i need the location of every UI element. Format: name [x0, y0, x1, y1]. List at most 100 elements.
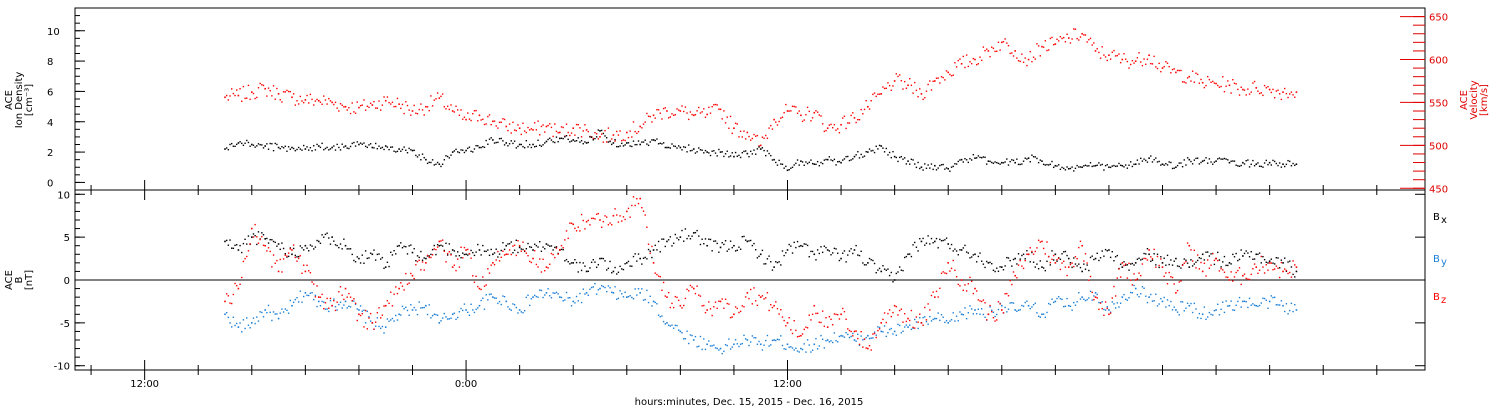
bx-point-fill: [969, 257, 971, 259]
bz-point-fill: [669, 306, 672, 309]
bx-point-fill: [1138, 257, 1140, 259]
density-point-fill: [281, 145, 283, 148]
by-point-fill: [940, 314, 943, 316]
bx-point-fill: [768, 255, 770, 257]
density-point-fill: [513, 140, 516, 142]
density-point-fill: [724, 153, 727, 155]
bx-point-fill: [493, 252, 496, 254]
by-point-fill: [632, 298, 635, 300]
density-point-fill: [302, 144, 305, 147]
density-point-fill: [688, 144, 690, 146]
bx-point-fill: [515, 239, 517, 242]
bx-point-fill: [577, 271, 579, 273]
by-point-fill: [642, 299, 645, 301]
by-point-fill: [406, 309, 409, 312]
bx-point: [317, 240, 320, 243]
bx-point-fill: [962, 247, 964, 249]
by-point-fill: [850, 335, 852, 338]
by-point: [411, 309, 414, 311]
bx-point-fill: [500, 249, 502, 252]
bz-point-fill: [1270, 262, 1273, 264]
bx-point-fill: [1119, 263, 1122, 265]
density-point-fill: [676, 147, 678, 149]
velocity-point-fill: [980, 59, 983, 62]
density-point-fill: [909, 163, 911, 165]
bz-point-fill: [493, 263, 496, 266]
bz-point-fill: [788, 316, 790, 319]
density-point-fill: [855, 154, 857, 156]
by-point-fill: [470, 303, 472, 305]
bz-point-fill: [525, 252, 528, 254]
bz-point-fill: [937, 296, 939, 298]
bx-point-fill: [289, 247, 291, 249]
by-point-fill: [644, 298, 646, 301]
bz-point-fill: [723, 307, 725, 309]
by-point-fill: [1285, 303, 1288, 305]
bz-point-fill: [1017, 264, 1020, 266]
bz-point-fill: [254, 223, 256, 226]
density-point-fill: [659, 142, 661, 145]
bx-point-fill: [975, 261, 978, 263]
density-point-fill: [296, 148, 298, 151]
density-point: [559, 137, 561, 140]
by-point-fill: [661, 315, 663, 317]
density-point-fill: [965, 159, 968, 161]
bx-point-fill: [689, 238, 692, 240]
bx-point: [1161, 262, 1164, 264]
bx-point: [1282, 262, 1284, 264]
density-point-fill: [595, 136, 598, 138]
bx-point-fill: [980, 260, 983, 262]
by-point-fill: [587, 294, 589, 296]
by-point-fill: [1078, 291, 1080, 294]
velocity-point-fill: [860, 108, 862, 111]
bx-point-fill: [729, 240, 732, 242]
bz-point-fill: [1004, 293, 1006, 295]
bx-point-fill: [1089, 256, 1092, 259]
density-point-fill: [267, 148, 270, 150]
bx-point-fill: [323, 236, 325, 238]
by-point-fill: [542, 296, 544, 299]
density-point-fill: [1160, 164, 1162, 166]
density-point-fill: [401, 148, 404, 151]
bz-point-fill: [696, 285, 698, 287]
by-point-fill: [765, 339, 767, 342]
density-point-fill: [1238, 165, 1241, 168]
by-point: [1295, 309, 1298, 311]
density-point-fill: [580, 140, 583, 142]
velocity-point-fill: [393, 105, 395, 108]
bz-point-fill: [999, 303, 1001, 305]
velocity-point: [733, 127, 735, 129]
bx-point-fill: [676, 237, 678, 239]
velocity-point-fill: [570, 132, 573, 134]
velocity-point-fill: [888, 84, 891, 87]
bx-point-fill: [242, 242, 245, 245]
bz-point-fill: [674, 295, 677, 298]
by-point-fill: [811, 349, 814, 351]
velocity-point: [1242, 88, 1244, 91]
density-point-fill: [980, 157, 983, 159]
bx-point: [813, 253, 816, 256]
by-point-fill: [1287, 313, 1289, 315]
bx-point-fill: [1104, 248, 1107, 251]
density-point-fill: [1037, 161, 1040, 164]
by-point: [451, 313, 454, 316]
velocity-point-fill: [339, 103, 342, 105]
velocity-point-fill: [875, 95, 877, 98]
velocity-point-fill: [584, 124, 586, 126]
by-point-fill: [1253, 304, 1256, 306]
bz-point-fill: [644, 214, 646, 216]
by-point-fill: [254, 322, 256, 325]
bx-point-fill: [662, 238, 665, 240]
velocity-point-fill: [239, 88, 241, 90]
bz-point-fill: [582, 219, 584, 222]
velocity-point: [813, 111, 816, 114]
bz-point-fill: [323, 307, 325, 310]
by-point-fill: [405, 306, 407, 309]
bz-point-fill: [739, 310, 742, 313]
density-point: [987, 160, 990, 162]
bx-point-fill: [1235, 252, 1237, 255]
velocity-point-fill: [872, 93, 874, 96]
bx-point-fill: [989, 261, 991, 264]
bz-point: [451, 266, 454, 268]
by-point-fill: [1275, 304, 1278, 306]
